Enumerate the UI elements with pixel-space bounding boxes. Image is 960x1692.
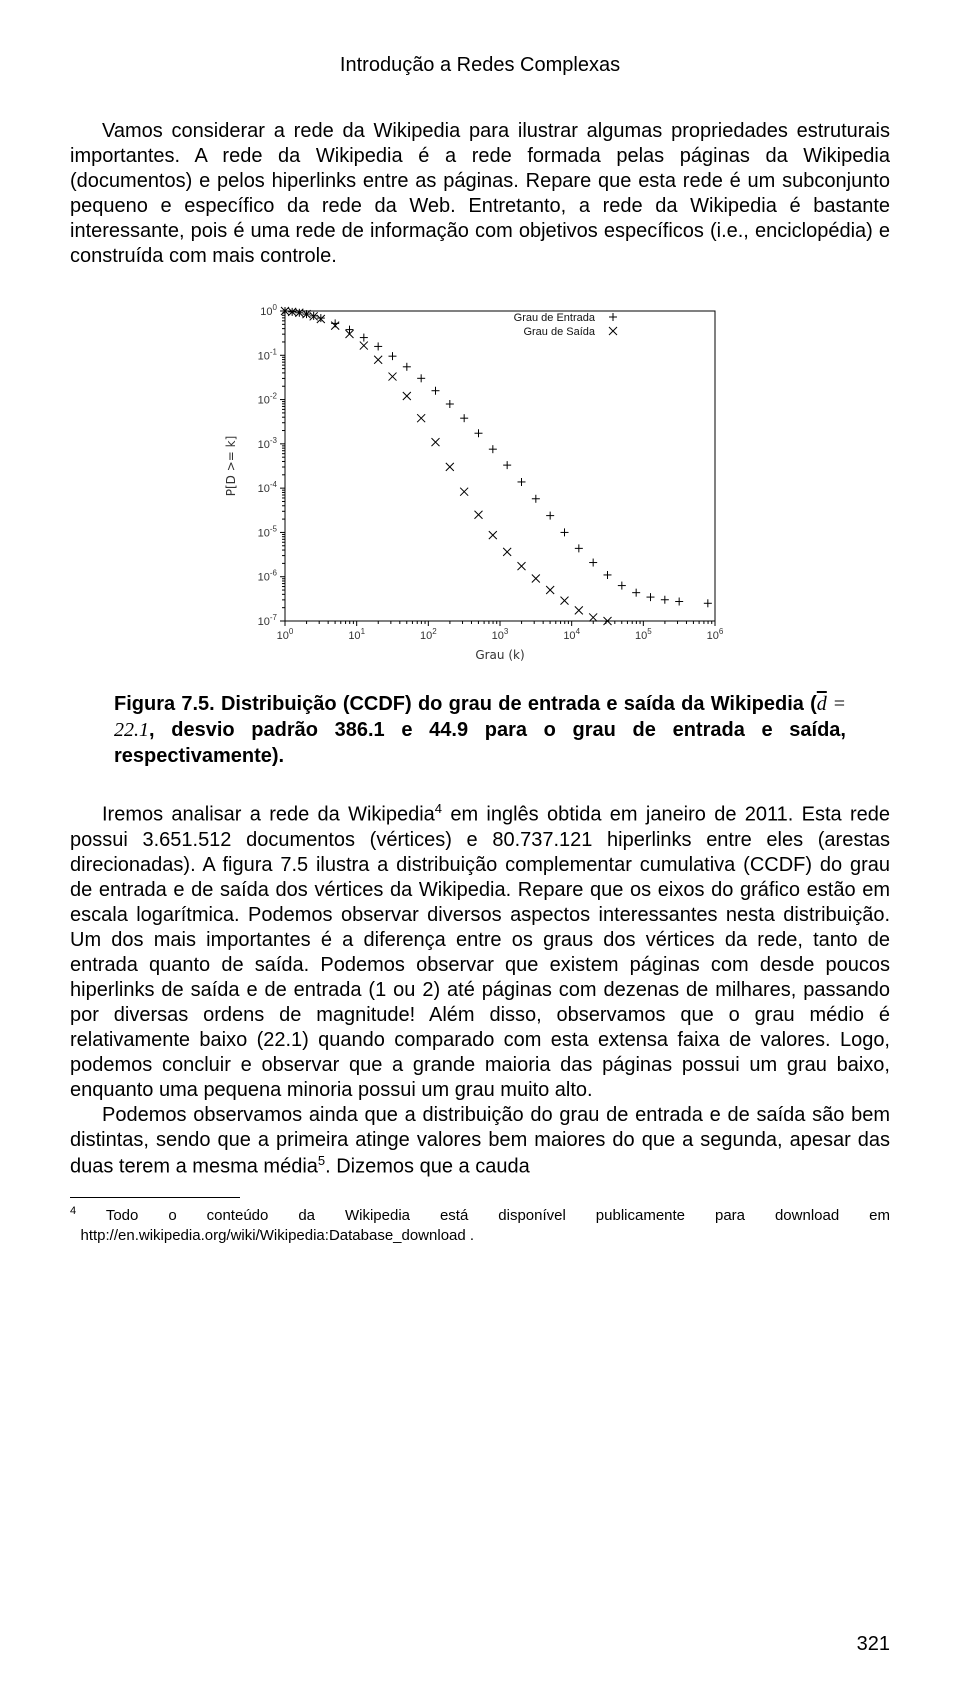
p3-b: . Dizemos que a cauda <box>325 1155 530 1177</box>
footnote-4: 4 Todo o conteúdo da Wikipedia está disp… <box>70 1204 890 1245</box>
svg-text:10-3: 10-3 <box>258 436 278 451</box>
svg-text:10-2: 10-2 <box>258 392 278 407</box>
svg-text:Grau (k): Grau (k) <box>475 648 524 662</box>
svg-text:100: 100 <box>260 303 277 318</box>
p2-a: Iremos analisar a rede da Wikipedia <box>102 804 435 826</box>
svg-text:10-4: 10-4 <box>258 480 278 495</box>
caption-prefix: Figura 7.5. Distribuição (CCDF) do grau … <box>114 693 817 715</box>
paragraph-1: Vamos considerar a rede da Wikipedia par… <box>70 119 890 269</box>
svg-text:101: 101 <box>348 627 365 642</box>
svg-text:P[D >= k]: P[D >= k] <box>224 436 238 497</box>
svg-text:10-7: 10-7 <box>258 613 278 628</box>
svg-text:104: 104 <box>563 627 580 642</box>
paragraph-2: Iremos analisar a rede da Wikipedia4 em … <box>70 801 890 1103</box>
svg-text:106: 106 <box>707 627 724 642</box>
running-header: Introdução a Redes Complexas <box>70 54 890 77</box>
caption-suffix: , desvio padrão 386.1 e 44.9 para o grau… <box>114 719 846 767</box>
figure-caption: Figura 7.5. Distribuição (CCDF) do grau … <box>114 691 846 769</box>
page-number: 321 <box>857 1633 890 1656</box>
svg-text:10-1: 10-1 <box>258 347 278 362</box>
svg-text:Grau de Entrada: Grau de Entrada <box>514 312 596 324</box>
svg-text:105: 105 <box>635 627 652 642</box>
svg-text:103: 103 <box>492 627 509 642</box>
svg-text:102: 102 <box>420 627 437 642</box>
p2-b: em inglês obtida em janeiro de 2011. Est… <box>70 804 890 1101</box>
paragraph-3: Podemos observamos ainda que a distribui… <box>70 1103 890 1180</box>
ccdf-chart: 100 101 102 103 104 105 106 100 10-1 10-2 10-3 10-4… <box>215 295 745 675</box>
svg-text:10-5: 10-5 <box>258 524 278 539</box>
figure-7-5: 100 101 102 103 104 105 106 100 10-1 10-2 10-3 10-4… <box>70 295 890 675</box>
footnote-rule <box>70 1197 240 1198</box>
svg-text:Grau de Saída: Grau de Saída <box>523 326 595 338</box>
footnote-ref-4: 4 <box>435 801 442 816</box>
footnote-text: Todo o conteúdo da Wikipedia está dispon… <box>76 1207 890 1244</box>
svg-text:100: 100 <box>277 627 294 642</box>
dbar: d <box>817 693 827 715</box>
svg-text:10-6: 10-6 <box>258 569 278 584</box>
page: Introdução a Redes Complexas Vamos consi… <box>0 0 960 1692</box>
